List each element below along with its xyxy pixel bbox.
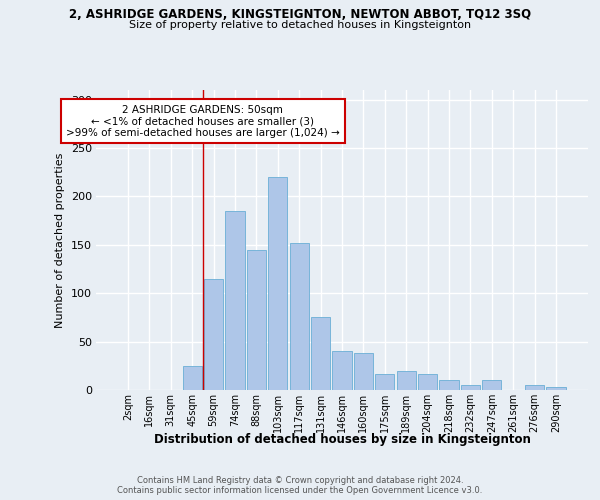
Bar bbox=[547, 387, 566, 390]
Bar bbox=[268, 177, 287, 390]
Bar bbox=[247, 250, 266, 390]
Bar bbox=[461, 385, 480, 390]
Text: Contains public sector information licensed under the Open Government Licence v3: Contains public sector information licen… bbox=[118, 486, 482, 495]
Bar bbox=[375, 374, 394, 390]
Bar bbox=[418, 374, 437, 390]
Bar bbox=[439, 380, 458, 390]
Bar bbox=[182, 366, 202, 390]
Bar bbox=[397, 370, 416, 390]
Text: Contains HM Land Registry data © Crown copyright and database right 2024.: Contains HM Land Registry data © Crown c… bbox=[137, 476, 463, 485]
Bar bbox=[354, 353, 373, 390]
Y-axis label: Number of detached properties: Number of detached properties bbox=[55, 152, 65, 328]
Bar bbox=[311, 318, 330, 390]
Bar bbox=[290, 243, 309, 390]
Text: Distribution of detached houses by size in Kingsteignton: Distribution of detached houses by size … bbox=[154, 432, 530, 446]
Text: Size of property relative to detached houses in Kingsteignton: Size of property relative to detached ho… bbox=[129, 20, 471, 30]
Bar bbox=[226, 211, 245, 390]
Text: 2 ASHRIDGE GARDENS: 50sqm
← <1% of detached houses are smaller (3)
>99% of semi-: 2 ASHRIDGE GARDENS: 50sqm ← <1% of detac… bbox=[66, 104, 340, 138]
Bar bbox=[332, 352, 352, 390]
Bar bbox=[525, 385, 544, 390]
Text: 2, ASHRIDGE GARDENS, KINGSTEIGNTON, NEWTON ABBOT, TQ12 3SQ: 2, ASHRIDGE GARDENS, KINGSTEIGNTON, NEWT… bbox=[69, 8, 531, 20]
Bar bbox=[204, 278, 223, 390]
Bar bbox=[482, 380, 502, 390]
